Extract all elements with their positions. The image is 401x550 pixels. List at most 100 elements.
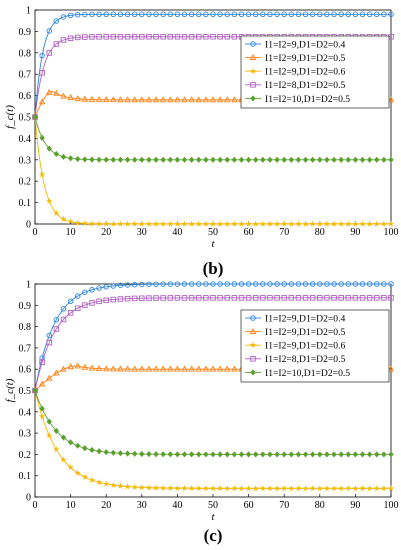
marker (252, 295, 259, 301)
marker (82, 289, 88, 296)
marker (96, 156, 102, 163)
marker (188, 34, 195, 40)
marker (260, 295, 266, 301)
marker (45, 431, 53, 439)
y-tick-label: 0.9 (19, 301, 32, 312)
marker (388, 295, 394, 301)
marker (167, 451, 173, 458)
x-tick-label: 0 (33, 500, 38, 511)
marker (209, 220, 217, 227)
marker (159, 220, 167, 227)
marker (345, 156, 351, 163)
marker (359, 484, 366, 492)
marker (159, 484, 167, 492)
marker (88, 364, 96, 371)
marker (32, 387, 38, 394)
marker (82, 11, 88, 18)
marker (110, 296, 117, 303)
marker (295, 295, 302, 301)
marker (338, 281, 344, 287)
marker (117, 156, 124, 163)
marker (181, 281, 188, 287)
marker (138, 96, 146, 103)
marker (238, 156, 245, 163)
marker (381, 11, 387, 18)
marker (153, 11, 159, 18)
marker (103, 449, 109, 456)
marker (45, 88, 53, 95)
marker (253, 156, 259, 163)
marker (117, 365, 124, 372)
marker (145, 96, 153, 103)
x-tick-label: 20 (101, 500, 111, 511)
marker (160, 156, 166, 163)
marker (217, 281, 223, 287)
marker (188, 451, 195, 458)
marker (224, 156, 230, 163)
legend-entry: I1=I2=9,D1=D2=0.4 (265, 313, 345, 324)
marker (295, 484, 302, 492)
marker (381, 281, 387, 287)
marker (388, 156, 394, 163)
marker (238, 11, 245, 18)
marker (216, 365, 224, 372)
marker (174, 156, 181, 163)
marker (81, 473, 89, 481)
marker (366, 295, 373, 301)
x-tick-label: 50 (208, 227, 218, 238)
marker (210, 295, 216, 301)
marker (249, 341, 257, 349)
marker (288, 11, 295, 18)
marker (316, 484, 324, 492)
series-line (34, 390, 391, 455)
marker (131, 281, 138, 288)
marker (338, 156, 344, 163)
marker (302, 484, 309, 492)
marker (138, 483, 146, 491)
marker (210, 156, 216, 163)
y-tick-label: 0.4 (19, 407, 32, 418)
marker (110, 365, 117, 372)
marker (67, 363, 74, 370)
marker (74, 11, 81, 18)
marker (67, 35, 74, 41)
marker (124, 295, 131, 302)
marker (359, 11, 366, 18)
marker (317, 281, 323, 287)
marker (245, 220, 253, 227)
x-tick-label: 40 (172, 500, 182, 511)
marker (345, 451, 351, 458)
marker (195, 220, 203, 227)
y-tick-label: 0.6 (19, 91, 32, 102)
marker (45, 374, 53, 381)
marker (67, 94, 74, 101)
marker (45, 197, 53, 204)
marker (196, 295, 202, 301)
legend-entry: I1=I2=9,D1=D2=0.6 (265, 341, 345, 352)
marker (302, 220, 309, 227)
marker (331, 281, 337, 287)
marker (238, 451, 245, 458)
marker (267, 11, 273, 18)
marker (131, 34, 138, 40)
marker (250, 82, 256, 88)
marker (109, 220, 117, 227)
marker (359, 281, 366, 287)
marker (231, 281, 238, 287)
marker (96, 34, 102, 40)
marker (153, 451, 159, 458)
y-tick-label: 0.3 (19, 429, 32, 440)
marker (324, 295, 330, 301)
legend-entry: I1=I2=8,D1=D2=0.5 (265, 80, 345, 91)
marker (38, 170, 46, 178)
marker (345, 295, 352, 301)
marker (288, 451, 295, 458)
marker (124, 34, 131, 40)
x-tick-label: 80 (315, 500, 325, 511)
marker (274, 156, 280, 163)
legend-entry: I1=I2=8,D1=D2=0.5 (265, 354, 345, 365)
marker (181, 96, 188, 103)
marker (124, 96, 131, 103)
marker (124, 220, 131, 227)
marker (95, 220, 103, 227)
